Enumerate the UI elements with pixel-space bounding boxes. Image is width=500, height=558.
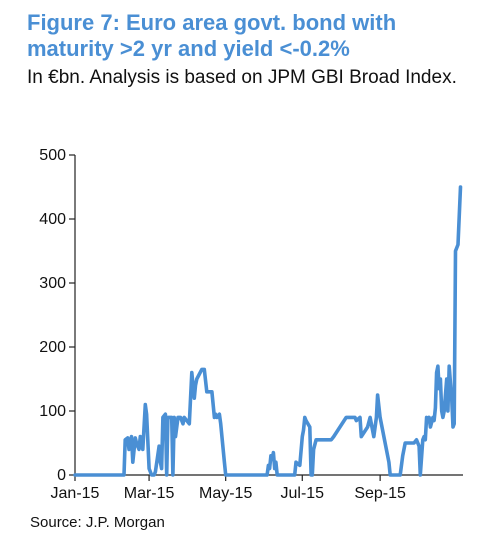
chart-title: Figure 7: Euro area govt. bond with matu…	[27, 10, 397, 61]
y-tick-label: 500	[39, 147, 66, 164]
y-tick-label: 300	[39, 275, 66, 292]
x-tick-label: May-15	[199, 485, 252, 502]
data-series-line	[73, 185, 463, 477]
source-note: Source: J.P. Morgan	[30, 514, 165, 531]
x-tick-label: Mar-15	[124, 485, 175, 502]
y-tick-label: 0	[57, 467, 66, 484]
y-tick-label: 100	[39, 403, 66, 420]
y-tick-label: 200	[39, 339, 66, 356]
x-tick-label: Jan-15	[51, 485, 100, 502]
x-tick-label: Jul-15	[280, 485, 324, 502]
chart-subtitle: In €bn. Analysis is based on JPM GBI Bro…	[27, 67, 457, 88]
y-tick-label: 400	[39, 211, 66, 228]
x-tick-label: Sep-15	[354, 485, 406, 502]
